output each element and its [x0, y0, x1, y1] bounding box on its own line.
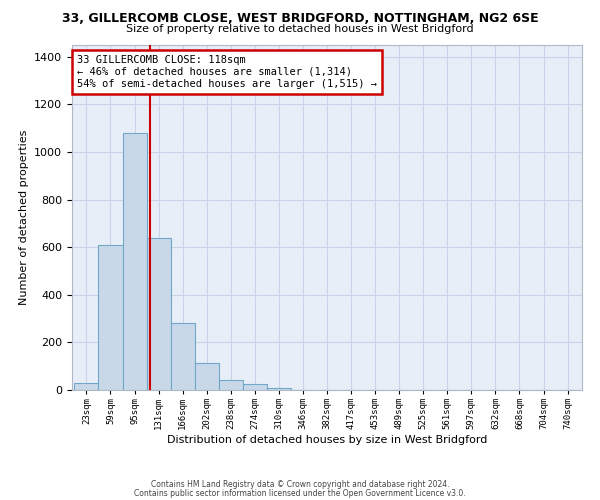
Text: 33 GILLERCOMB CLOSE: 118sqm
← 46% of detached houses are smaller (1,314)
54% of : 33 GILLERCOMB CLOSE: 118sqm ← 46% of det…	[77, 56, 377, 88]
Bar	[219, 380, 243, 390]
Text: Size of property relative to detached houses in West Bridgford: Size of property relative to detached ho…	[126, 24, 474, 34]
Bar	[243, 384, 267, 390]
Bar	[98, 245, 122, 390]
X-axis label: Distribution of detached houses by size in West Bridgford: Distribution of detached houses by size …	[167, 435, 487, 445]
Bar	[194, 362, 219, 390]
Bar	[267, 388, 291, 390]
Text: Contains public sector information licensed under the Open Government Licence v3: Contains public sector information licen…	[134, 488, 466, 498]
Text: 33, GILLERCOMB CLOSE, WEST BRIDGFORD, NOTTINGHAM, NG2 6SE: 33, GILLERCOMB CLOSE, WEST BRIDGFORD, NO…	[62, 12, 538, 26]
Bar	[170, 324, 194, 390]
Bar	[74, 383, 98, 390]
Text: Contains HM Land Registry data © Crown copyright and database right 2024.: Contains HM Land Registry data © Crown c…	[151, 480, 449, 489]
Y-axis label: Number of detached properties: Number of detached properties	[19, 130, 29, 305]
Bar	[146, 238, 170, 390]
Bar	[122, 133, 146, 390]
